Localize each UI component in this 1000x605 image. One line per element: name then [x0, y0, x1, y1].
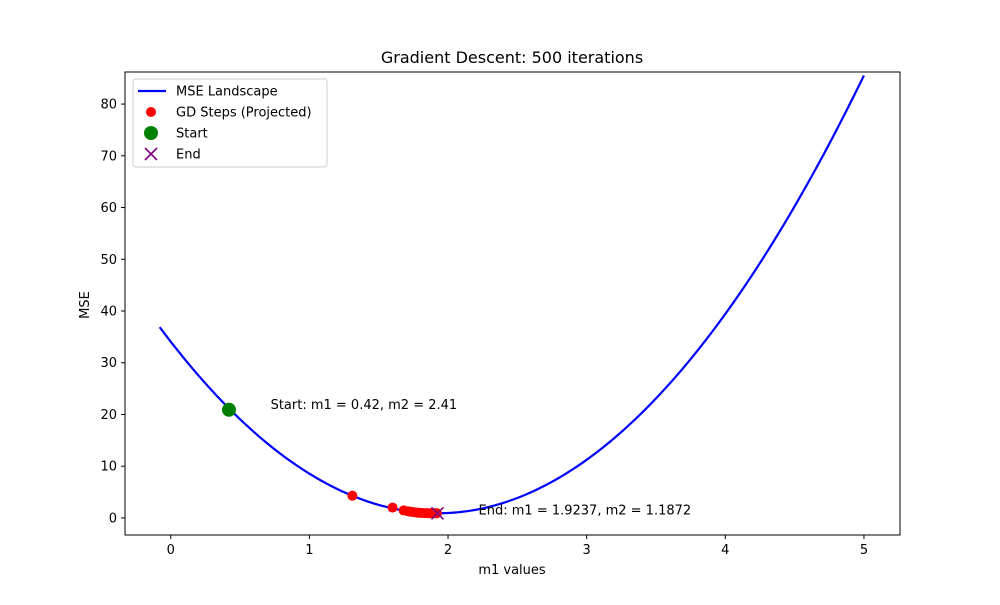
y-tick-label: 20: [100, 408, 117, 423]
y-tick-label: 70: [100, 149, 117, 164]
legend-label: End: [176, 148, 201, 163]
y-tick-label: 30: [100, 356, 117, 371]
gd-step-point: [387, 502, 398, 513]
x-tick-label: 5: [860, 543, 868, 558]
y-tick-label: 40: [100, 305, 117, 320]
start-point: [221, 402, 236, 417]
x-tick-label: 3: [583, 543, 591, 558]
axes: [124, 71, 901, 536]
y-axis-label: MSE: [78, 291, 93, 319]
y-axis-ticks: 0 10 20 30 40 50 60 70 80: [100, 98, 125, 526]
legend-box: [132, 78, 328, 168]
y-tick-label: 60: [100, 201, 117, 216]
legend-label: MSE Landscape: [176, 85, 278, 100]
x-tick-label: 1: [305, 543, 313, 558]
legend-label: Start: [176, 127, 208, 142]
axes-frame: [124, 71, 901, 536]
y-tick-label: 80: [100, 98, 117, 113]
chart-title: Gradient Descent: 500 iterations: [381, 48, 643, 67]
legend: MSE Landscape GD Steps (Projected) Start En…: [132, 78, 328, 168]
x-tick-label: 2: [444, 543, 452, 558]
x-tick-label: 4: [721, 543, 729, 558]
gd-step-point: [347, 490, 358, 501]
legend-scatter-swatch: [146, 107, 156, 117]
y-tick-label: 10: [100, 460, 117, 475]
x-tick-label: 0: [167, 543, 175, 558]
annotations: Start: m1 = 0.42, m2 = 2.41 End: m1 = 1.9…: [271, 398, 692, 519]
y-tick-label: 50: [100, 253, 117, 268]
y-tick-label: 0: [109, 511, 117, 526]
legend-label: GD Steps (Projected): [176, 106, 312, 121]
end-annotation: End: m1 = 1.9237, m2 = 1.1872: [479, 503, 692, 518]
mse-landscape-line: [158, 74, 865, 515]
plot-area: [158, 74, 865, 520]
end-point: [430, 506, 445, 520]
legend-end-swatch: [144, 147, 158, 161]
x-axis-label: m1 values: [478, 563, 546, 578]
start-annotation: Start: m1 = 0.42, m2 = 2.41: [271, 398, 458, 413]
legend-start-swatch: [144, 126, 158, 140]
x-axis-ticks: 0 1 2 3 4 5: [167, 535, 868, 558]
